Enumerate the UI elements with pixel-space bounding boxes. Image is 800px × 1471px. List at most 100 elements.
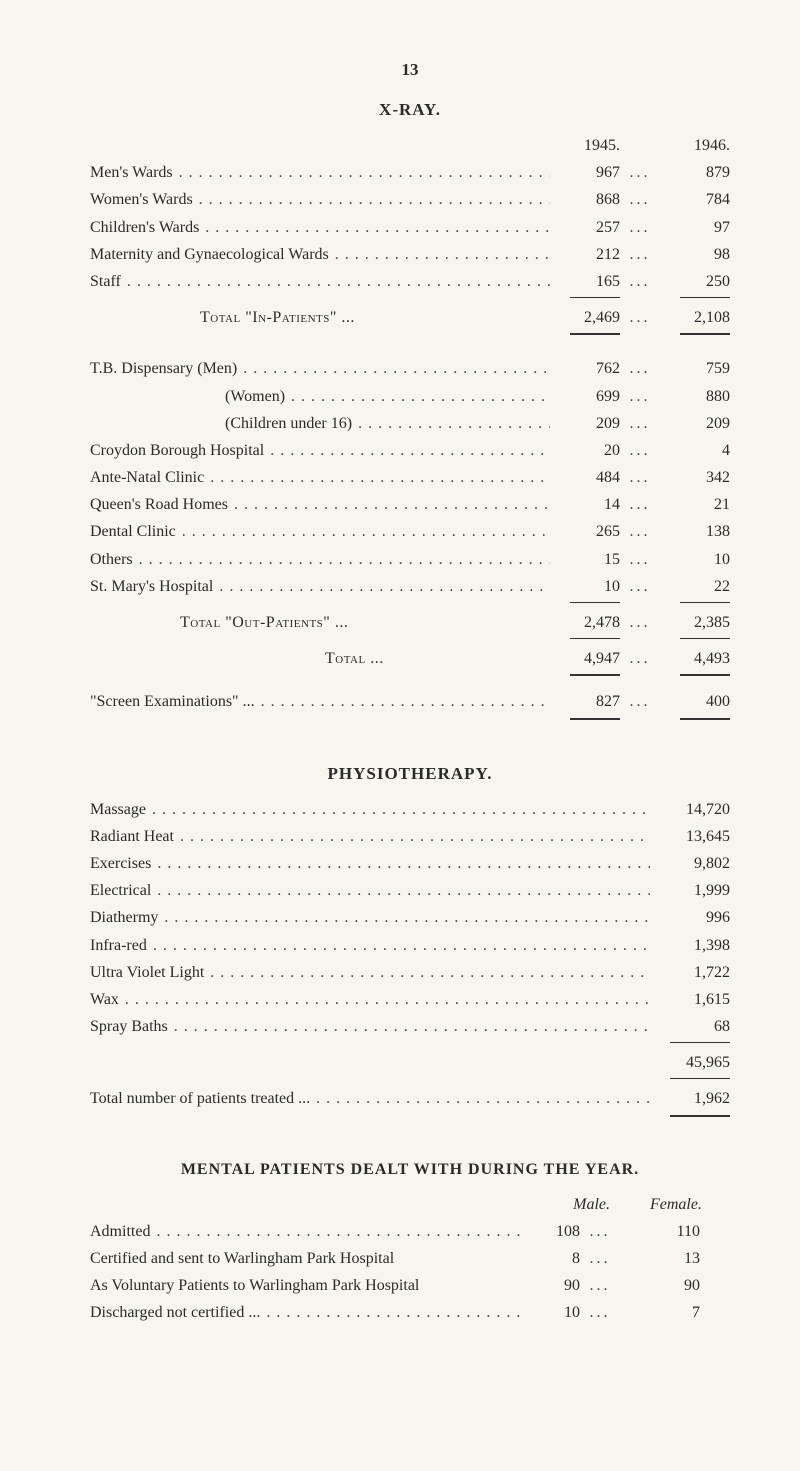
table-row: Women's Wards868...784	[90, 186, 730, 213]
row-label: Wax	[90, 986, 119, 1013]
row-value-male: 10	[520, 1299, 580, 1326]
row-value: 996	[650, 904, 730, 931]
row-label: Massage	[90, 796, 146, 823]
row-value-a: 265	[550, 518, 620, 545]
table-row: Staff165...250	[90, 268, 730, 295]
row-value-female: 13	[620, 1245, 730, 1272]
row-value-a: 212	[550, 241, 620, 268]
xray-grand-total-label: Total ...	[90, 645, 384, 672]
row-value-b: 97	[660, 214, 730, 241]
row-value-a: 257	[550, 214, 620, 241]
row-value-a: 868	[550, 186, 620, 213]
mental-title: MENTAL PATIENTS DEALT WITH DURING THE YE…	[90, 1161, 730, 1179]
row-value-a: 10	[550, 573, 620, 600]
row-value-b: 138	[660, 518, 730, 545]
row-label: Spray Baths	[90, 1013, 168, 1040]
table-row: Discharged not certified ...10...7	[90, 1299, 730, 1326]
table-row: As Voluntary Patients to Warlingham Park…	[90, 1272, 730, 1299]
table-row: Spray Baths 68	[90, 1013, 730, 1040]
row-value-b: 759	[660, 355, 730, 382]
row-value-b: 250	[660, 268, 730, 295]
row-value-b: 784	[660, 186, 730, 213]
physio-title: PHYSIOTHERAPY.	[90, 764, 730, 784]
row-label: Certified and sent to Warlingham Park Ho…	[90, 1245, 394, 1272]
row-label: Croydon Borough Hospital	[90, 437, 264, 464]
xray-in-total-b: 2,108	[660, 304, 730, 331]
row-value-a: 15	[550, 546, 620, 573]
table-row: Infra-red1,398	[90, 932, 730, 959]
row-value-b: 98	[660, 241, 730, 268]
year-1946: 1946.	[660, 132, 730, 159]
row-value-b: 342	[660, 464, 730, 491]
row-value: 68	[650, 1013, 730, 1040]
xray-in-total-a: 2,469	[550, 304, 620, 331]
row-value: 1,999	[650, 877, 730, 904]
table-row: Radiant Heat13,645	[90, 823, 730, 850]
document-page: 13 X-RAY. 1945. ... 1946. Men's Wards 967…	[0, 0, 800, 1471]
table-row: T.B. Dispensary (Men)762...759	[90, 355, 730, 382]
table-row: Others15...10	[90, 546, 730, 573]
row-label: Ultra Violet Light	[90, 959, 204, 986]
row-label: Diathermy	[90, 904, 158, 931]
physio-total-label: Total number of patients treated ...	[90, 1085, 310, 1112]
xray-title: X-RAY.	[90, 100, 730, 120]
row-label: T.B. Dispensary (Men)	[90, 355, 237, 382]
row-value: 1,398	[650, 932, 730, 959]
table-row: Men's Wards967...879	[90, 159, 730, 186]
row-label: Maternity and Gynaecological Wards	[90, 241, 329, 268]
table-row: Queen's Road Homes14...21	[90, 491, 730, 518]
physio-subtotal: 45,965	[650, 1049, 730, 1076]
table-row: Croydon Borough Hospital20...4	[90, 437, 730, 464]
row-label: (Children under 16)	[90, 410, 352, 437]
row-label: Ante-Natal Clinic	[90, 464, 204, 491]
row-value-female: 110	[620, 1218, 730, 1245]
row-value: 9,802	[650, 850, 730, 877]
table-row: Electrical 1,999	[90, 877, 730, 904]
row-value-b: 880	[660, 383, 730, 410]
row-label: Discharged not certified ...	[90, 1299, 260, 1326]
row-label: Exercises	[90, 850, 151, 877]
row-label: Women's Wards	[90, 186, 193, 213]
row-value-female: 7	[620, 1299, 730, 1326]
row-label: Radiant Heat	[90, 823, 174, 850]
xray-year-header: 1945. ... 1946.	[90, 132, 730, 159]
row-value-b: 10	[660, 546, 730, 573]
row-label: As Voluntary Patients to Warlingham Park…	[90, 1272, 419, 1299]
row-value-male: 108	[520, 1218, 580, 1245]
row-value-a: 967	[550, 159, 620, 186]
row-label: Admitted	[90, 1218, 150, 1245]
table-row: Diathermy 996	[90, 904, 730, 931]
xray-screen-b: 400	[660, 688, 730, 715]
row-label: Electrical	[90, 877, 151, 904]
row-label: Others	[90, 546, 133, 573]
xray-screen-row: "Screen Examinations" ... 827 ... 400	[90, 688, 730, 715]
row-label: Men's Wards	[90, 159, 173, 186]
xray-out-patients-list: T.B. Dispensary (Men)762...759(Women)699…	[90, 355, 730, 600]
xray-grand-total-a: 4,947	[550, 645, 620, 672]
table-row: (Women)699...880	[90, 383, 730, 410]
xray-grand-total-b: 4,493	[660, 645, 730, 672]
row-value-male: 8	[520, 1245, 580, 1272]
physio-subtotal-row: 45,965	[90, 1049, 730, 1076]
mental-header: Male. Female.	[90, 1191, 730, 1218]
row-value-b: 22	[660, 573, 730, 600]
row-value-female: 90	[620, 1272, 730, 1299]
row-label: St. Mary's Hospital	[90, 573, 213, 600]
row-value-a: 699	[550, 383, 620, 410]
table-row: Exercises 9,802	[90, 850, 730, 877]
row-value-a: 20	[550, 437, 620, 464]
xray-screen-label: "Screen Examinations" ...	[90, 688, 255, 715]
table-row: Children's Wards257...97	[90, 214, 730, 241]
table-row: Dental Clinic265...138	[90, 518, 730, 545]
row-value: 14,720	[650, 796, 730, 823]
xray-out-total-row: Total "Out-Patients" ... 2,478 ... 2,385	[90, 609, 730, 636]
xray-in-patients-list: Men's Wards967...879Women's Wards868...7…	[90, 159, 730, 295]
row-value: 1,722	[650, 959, 730, 986]
xray-screen-a: 827	[550, 688, 620, 715]
row-value-b: 879	[660, 159, 730, 186]
xray-out-total-b: 2,385	[660, 609, 730, 636]
physio-list: Massage 14,720Radiant Heat13,645Exercises…	[90, 796, 730, 1041]
physio-total-row: Total number of patients treated ... 1,9…	[90, 1085, 730, 1112]
row-value-a: 14	[550, 491, 620, 518]
table-row: Certified and sent to Warlingham Park Ho…	[90, 1245, 730, 1272]
